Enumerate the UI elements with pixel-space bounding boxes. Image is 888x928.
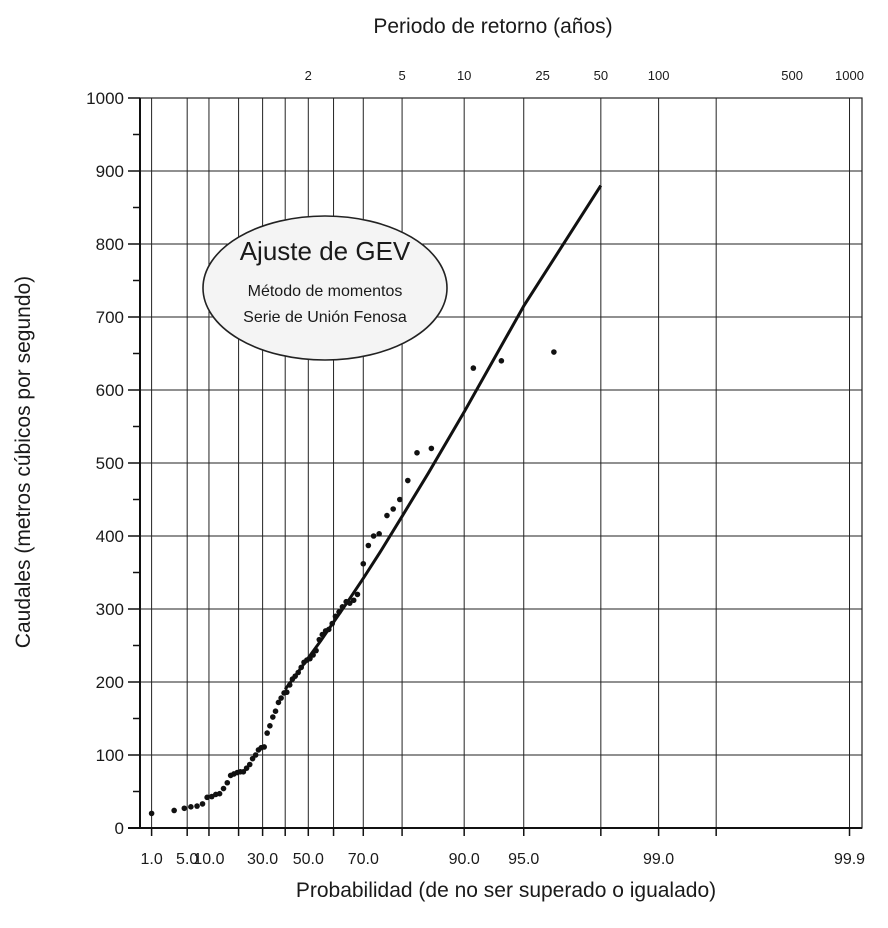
- y-tick-label: 500: [96, 454, 124, 473]
- data-point: [220, 785, 227, 792]
- return-period-label: 500: [781, 68, 803, 83]
- data-point: [414, 449, 420, 456]
- data-point: [376, 531, 382, 537]
- y-tick-label: 800: [96, 235, 124, 254]
- y-axis-title: Caudales (metros cúbicos por segundo): [12, 276, 35, 648]
- data-point: [275, 699, 282, 706]
- data-point: [428, 445, 435, 452]
- data-point: [267, 723, 273, 729]
- data-point: [350, 597, 357, 604]
- return-period-label: 10: [457, 68, 471, 83]
- data-point: [252, 752, 259, 758]
- annotation-title: Ajuste de GEV: [240, 236, 411, 266]
- data-point: [384, 512, 390, 519]
- x-tick-label: 30.0: [247, 851, 278, 868]
- data-point: [246, 761, 253, 768]
- gev-fit-line: [283, 184, 603, 691]
- data-point: [272, 708, 279, 714]
- data-point: [470, 365, 477, 371]
- data-point: [278, 695, 284, 701]
- x-tick-label: 50.0: [293, 851, 324, 868]
- y-tick-label: 300: [96, 600, 124, 619]
- x-tick-label: 90.0: [449, 851, 480, 868]
- return-period-label: 5: [398, 68, 405, 83]
- annotation-oval: Ajuste de GEV Método de momentos Serie d…: [202, 215, 448, 361]
- y-tick-label: 100: [96, 746, 124, 765]
- data-point: [396, 496, 403, 503]
- return-period-label: 25: [535, 68, 549, 83]
- data-point: [216, 790, 223, 797]
- y-tick-label: 400: [96, 527, 124, 546]
- data-point: [261, 744, 268, 750]
- data-point: [204, 794, 210, 801]
- data-point: [354, 591, 361, 598]
- data-point: [270, 714, 276, 720]
- data-point: [240, 768, 247, 775]
- data-point: [188, 804, 194, 810]
- x-tick-label: 10.0: [193, 851, 224, 868]
- y-tick-label: 700: [96, 308, 124, 327]
- annotation-line-1: Método de momentos: [248, 283, 403, 300]
- data-point: [171, 807, 177, 814]
- return-period-label: 100: [648, 68, 670, 83]
- data-point: [498, 358, 505, 364]
- data-point: [365, 542, 372, 549]
- data-point: [243, 765, 250, 771]
- data-point: [148, 810, 155, 817]
- chart-marks: [148, 184, 603, 817]
- x-tick-label: 99.0: [643, 851, 674, 868]
- data-point: [283, 689, 290, 696]
- data-point: [551, 349, 557, 355]
- annotation-ellipse: [202, 215, 448, 361]
- data-point: [404, 477, 411, 484]
- return-period-label: 2: [305, 68, 312, 83]
- y-tick-label: 900: [96, 162, 124, 181]
- annotation-line-2: Serie de Unión Fenosa: [243, 309, 407, 326]
- data-point: [264, 730, 270, 736]
- return-period-label: 1000: [835, 68, 864, 83]
- chart-grid: [140, 97, 862, 829]
- x-tick-label: 70.0: [348, 851, 379, 868]
- x-tick-label: 95.0: [508, 851, 539, 868]
- x-tick-label: 5.0: [176, 851, 198, 868]
- data-point: [224, 779, 231, 786]
- return-period-label: 50: [594, 68, 608, 83]
- x-tick-label: 99.9: [834, 851, 865, 868]
- y-tick-label: 200: [96, 673, 124, 692]
- y-tick-label: 1000: [86, 89, 124, 108]
- x-tick-label: 1.0: [140, 851, 162, 868]
- data-point: [390, 506, 396, 512]
- y-tick-label: 0: [115, 819, 124, 838]
- x-axis-title: Probabilidad (de no ser superado o igual…: [296, 879, 716, 902]
- data-point: [181, 805, 188, 812]
- y-tick-label: 600: [96, 381, 124, 400]
- chart-title: Periodo de retorno (años): [373, 15, 612, 38]
- data-point: [370, 533, 377, 539]
- data-point: [194, 803, 200, 809]
- data-point: [199, 801, 206, 807]
- data-point: [360, 560, 367, 567]
